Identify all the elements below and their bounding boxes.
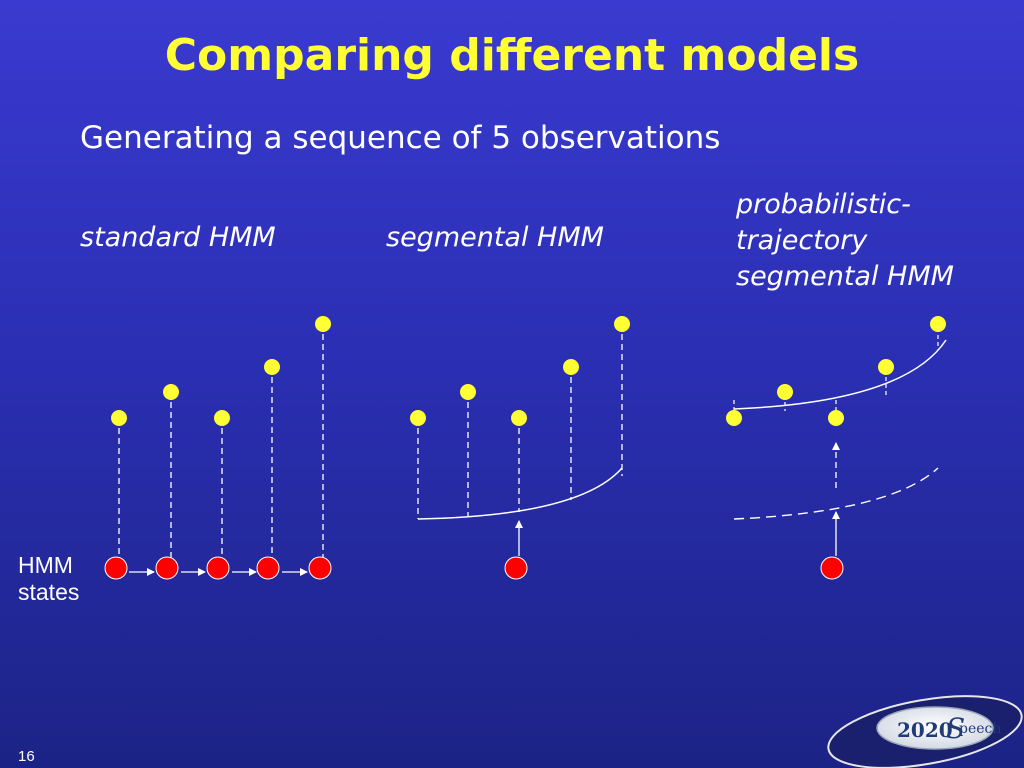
observation-dot bbox=[111, 410, 127, 426]
observation-dot bbox=[315, 316, 331, 332]
mean-trajectory-dashed-curve bbox=[733, 467, 939, 520]
observation-dot bbox=[614, 316, 630, 332]
logo-inner-oval bbox=[876, 706, 994, 750]
hmm-state-dot bbox=[155, 556, 179, 580]
hmm-state-dot bbox=[504, 556, 528, 580]
segmental-hmm-label: segmental HMM bbox=[386, 222, 604, 253]
observation-dot bbox=[264, 359, 280, 375]
trajectory-hmm-label: probabilistic- trajectory segmental HMM bbox=[736, 189, 954, 292]
slide-subtitle: Generating a sequence of 5 observations bbox=[80, 120, 721, 156]
trajectory-hmm-group bbox=[726, 316, 947, 580]
observation-dot bbox=[163, 384, 179, 400]
logo-2020speech: 2020 S peech bbox=[827, 695, 1023, 768]
slide-title: Comparing different models bbox=[164, 30, 860, 81]
standard-hmm-label: standard HMM bbox=[80, 222, 276, 253]
observation-dot bbox=[511, 410, 527, 426]
segment-trajectory-curve bbox=[417, 467, 623, 520]
logo-number: 2020 bbox=[897, 718, 953, 742]
observation-dot bbox=[828, 410, 844, 426]
observation-dot bbox=[563, 359, 579, 375]
observation-dot bbox=[930, 316, 946, 332]
observation-dot bbox=[410, 410, 426, 426]
segmental-hmm-group bbox=[410, 316, 630, 580]
page-number: 16 bbox=[18, 748, 35, 765]
hmm-state-dot bbox=[206, 556, 230, 580]
hmm-state-dot bbox=[104, 556, 128, 580]
observation-dot bbox=[777, 384, 793, 400]
logo-word: peech bbox=[959, 721, 1001, 737]
hmm-state-dot bbox=[308, 556, 332, 580]
sampled-trajectory-curve bbox=[733, 339, 947, 410]
logo-letter: S bbox=[946, 712, 965, 745]
observation-dot bbox=[214, 410, 230, 426]
hmm-state-dot bbox=[820, 556, 844, 580]
hmm-states-label: HMM states bbox=[18, 552, 80, 605]
observation-dot bbox=[460, 384, 476, 400]
hmm-state-dot bbox=[256, 556, 280, 580]
standard-hmm-group bbox=[104, 316, 332, 580]
observation-dot bbox=[726, 410, 742, 426]
observation-dot bbox=[878, 359, 894, 375]
